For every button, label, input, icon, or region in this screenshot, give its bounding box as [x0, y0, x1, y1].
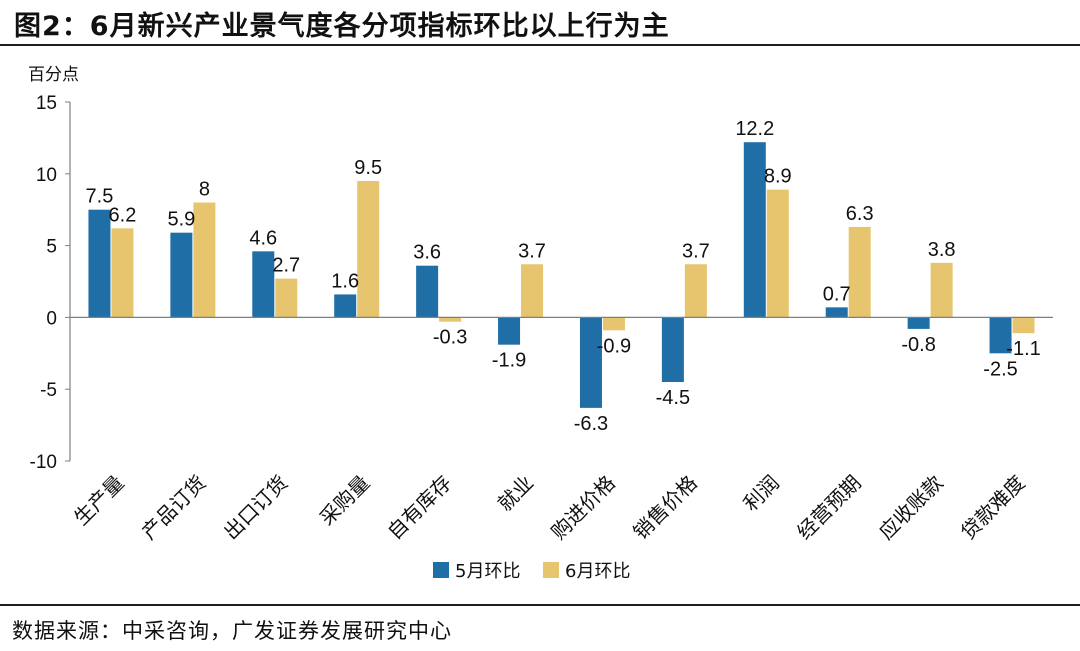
y-tick-label: -10 [30, 452, 57, 473]
category-label: 产品订货 [137, 471, 211, 545]
y-axis-ticks: 15 10 5 0 -5 -10 [30, 93, 70, 473]
bar-june-7 [684, 264, 707, 318]
category-label: 生产量 [69, 471, 128, 530]
bars [88, 142, 1035, 408]
y-tick-label: 15 [36, 93, 57, 114]
data-label: 3.8 [928, 239, 956, 261]
data-label: -1.1 [1006, 338, 1040, 360]
category-label: 就业 [493, 471, 538, 516]
y-tick-label: -5 [40, 380, 57, 401]
data-label: -2.5 [983, 358, 1017, 380]
category-label: 利润 [739, 471, 784, 516]
data-label: 5.9 [167, 209, 195, 231]
category-label: 出口订货 [219, 471, 293, 545]
data-label: 1.6 [331, 270, 359, 292]
bar-may-2 [252, 251, 275, 318]
data-label: 3.6 [413, 242, 441, 264]
bar-june-2 [275, 278, 298, 318]
category-labels: 生产量 产品订货 出口订货 采购量 自有库存 就业 购进价格 销售价格 利润 经营预期 应收账款 贷款… [69, 471, 1029, 545]
category-label: 自有库存 [383, 471, 457, 545]
category-label: 贷款难度 [956, 471, 1030, 545]
data-label: 7.5 [86, 186, 114, 208]
data-label: -1.9 [492, 350, 526, 372]
data-label: 0.7 [823, 283, 851, 305]
axes [69, 102, 1053, 461]
data-label: 9.5 [354, 157, 382, 179]
y-tick-label: 0 [46, 308, 57, 329]
bar-may-1 [170, 232, 193, 318]
bar-june-8 [766, 189, 789, 318]
bar-june-4 [439, 317, 462, 322]
bar-june-3 [357, 180, 380, 318]
legend: 5月环比 6月环比 [433, 561, 630, 582]
category-label: 购进价格 [546, 471, 620, 545]
legend-label: 5月环比 [455, 561, 520, 582]
data-label: -4.5 [656, 387, 690, 409]
legend-label: 6月环比 [565, 561, 630, 582]
bar-june-5 [521, 264, 544, 318]
data-label: 8.9 [764, 166, 792, 188]
category-label: 采购量 [315, 471, 374, 530]
data-label: -6.3 [574, 413, 608, 435]
data-label: 3.7 [682, 240, 710, 262]
bar-june-11 [1012, 317, 1035, 334]
bar-may-5 [498, 317, 521, 345]
bar-june-9 [848, 226, 871, 318]
y-axis-label: 百分点 [28, 65, 79, 85]
legend-swatch [543, 562, 559, 578]
bar-june-1 [193, 202, 216, 318]
data-label: 4.6 [249, 227, 277, 249]
data-label: 6.2 [109, 204, 137, 226]
bar-may-4 [416, 265, 439, 318]
data-label: 2.7 [272, 255, 300, 277]
bar-may-6 [579, 317, 602, 408]
data-label: -0.8 [901, 334, 935, 356]
bar-may-3 [334, 294, 357, 318]
y-tick-label: 5 [46, 237, 57, 258]
data-label: -0.9 [597, 335, 631, 357]
data-label: 12.2 [735, 118, 774, 140]
figure-title: 图2：6月新兴产业景气度各分项指标环比以上行为主 [14, 11, 670, 42]
y-tick-label: 10 [36, 165, 57, 186]
data-labels: 7.56.2 5.98 4.6 2.7 1.6 9.5 3.6 -0.3 -1.9 3.7 -6.3… [86, 118, 1041, 435]
bar-may-8 [743, 142, 766, 318]
bar-may-11 [989, 317, 1012, 354]
bar-june-0 [111, 228, 134, 318]
source-divider [0, 604, 1080, 606]
bar-may-0 [88, 209, 111, 318]
data-label: 8 [199, 179, 210, 201]
data-label: 6.3 [846, 203, 874, 225]
bar-chart: 百分点 15 10 5 0 -5 -10 7.56.2 5.98 4.6 2.7 1.6 9.5 3.… [28, 65, 1053, 582]
bar-june-6 [602, 317, 625, 331]
bar-june-10 [930, 262, 953, 318]
category-label: 经营预期 [792, 471, 866, 545]
source-note: 数据来源：中采咨询，广发证券发展研究中心 [12, 619, 452, 643]
legend-swatch [433, 562, 449, 578]
category-label: 销售价格 [628, 471, 702, 545]
title-divider [0, 44, 1080, 46]
category-label: 应收账款 [874, 471, 948, 545]
bar-may-9 [825, 307, 848, 318]
data-label: 3.7 [518, 240, 546, 262]
bar-may-7 [661, 317, 684, 383]
bar-may-10 [907, 317, 930, 329]
data-label: -0.3 [433, 327, 467, 349]
